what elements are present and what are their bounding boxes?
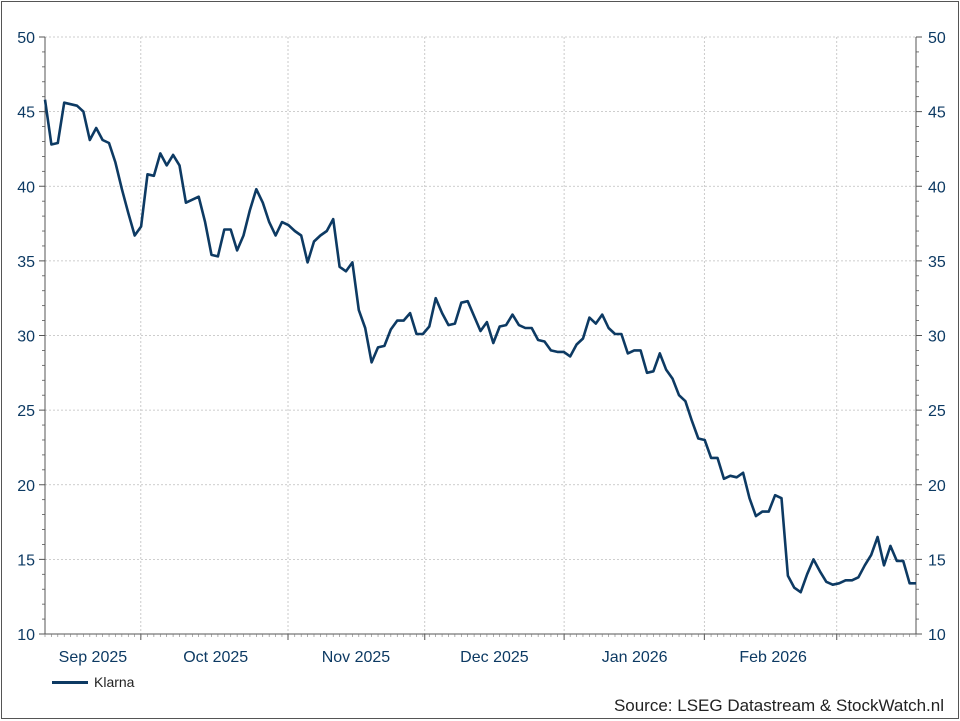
x-tick-label: Jan 2026 xyxy=(602,649,668,666)
y-axis-right: 10 15 20 25 30 35 40 45 50 xyxy=(916,30,946,644)
x-tick-label: Feb 2026 xyxy=(739,649,807,666)
y-tick-label-left: 10 xyxy=(17,627,35,644)
x-tick-label: Dec 2025 xyxy=(460,649,529,666)
y-tick-label-right: 50 xyxy=(928,30,946,47)
y-tick-label-right: 15 xyxy=(928,552,946,569)
y-tick-label-right: 10 xyxy=(928,627,946,644)
y-tick-label-left: 20 xyxy=(17,478,35,495)
y-axis-left: 10 15 20 25 30 35 40 45 50 xyxy=(17,30,45,644)
y-tick-label-left: 30 xyxy=(17,329,35,346)
y-tick-label-right: 20 xyxy=(928,478,946,495)
y-tick-label-left: 15 xyxy=(17,552,35,569)
source-note: Source: LSEG Datastream & StockWatch.nl xyxy=(613,696,944,715)
y-tick-label-left: 40 xyxy=(17,179,35,196)
grid-lines xyxy=(45,36,916,635)
y-tick-label-left: 35 xyxy=(17,254,35,271)
y-tick-label-right: 45 xyxy=(928,105,946,122)
x-tick-label: Sep 2025 xyxy=(59,649,128,666)
y-tick-label-left: 50 xyxy=(17,30,35,47)
y-tick-label-right: 40 xyxy=(928,179,946,196)
y-tick-label-left: 25 xyxy=(17,403,35,420)
y-tick-label-right: 25 xyxy=(928,403,946,420)
x-tick-label: Nov 2025 xyxy=(322,649,391,666)
legend: Klarna xyxy=(52,674,134,690)
x-tick-label: Oct 2025 xyxy=(183,649,248,666)
y-tick-label-right: 35 xyxy=(928,254,946,271)
legend-label-klarna: Klarna xyxy=(94,674,135,690)
y-tick-label-left: 45 xyxy=(17,105,35,122)
series-lines xyxy=(43,99,916,594)
series-line-klarna xyxy=(43,99,916,594)
x-axis: Sep 2025 Oct 2025 Nov 2025 Dec 2025 Jan 2026… xyxy=(44,634,917,666)
y-tick-label-right: 30 xyxy=(928,329,946,346)
legend-swatch-klarna xyxy=(52,680,88,684)
